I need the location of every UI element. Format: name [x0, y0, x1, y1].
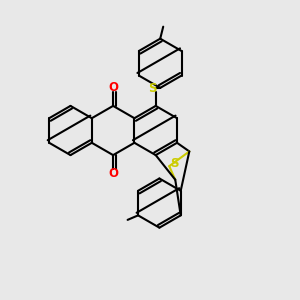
Text: O: O — [108, 81, 118, 94]
Text: S: S — [148, 82, 157, 95]
Text: S: S — [170, 157, 178, 170]
Text: O: O — [108, 167, 118, 180]
